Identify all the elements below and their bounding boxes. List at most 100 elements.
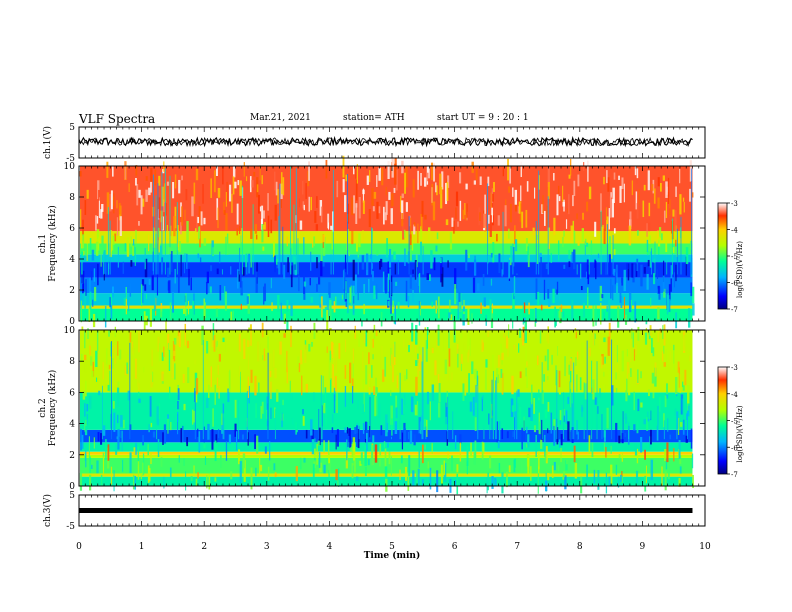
heatmap-streak bbox=[274, 409, 276, 440]
heatmap-cell bbox=[637, 326, 640, 341]
heatmap-cell bbox=[553, 172, 555, 181]
heatmap-cell bbox=[378, 403, 381, 419]
heatmap-cell bbox=[648, 202, 651, 217]
heatmap-cell bbox=[667, 418, 669, 432]
heatmap-cell bbox=[217, 344, 220, 352]
heatmap-cell bbox=[281, 172, 283, 195]
heatmap-cell bbox=[621, 277, 624, 286]
heatmap-cell bbox=[407, 472, 410, 491]
heatmap-cell bbox=[133, 447, 136, 458]
heatmap-streak bbox=[611, 339, 613, 440]
heatmap-cell bbox=[170, 421, 172, 431]
heatmap-cell bbox=[673, 350, 675, 371]
heatmap-cell bbox=[384, 275, 386, 291]
heatmap-cell bbox=[558, 311, 560, 318]
chart-title: VLF Spectra bbox=[79, 112, 156, 126]
heatmap-cell bbox=[619, 282, 622, 303]
heatmap-cell bbox=[223, 210, 226, 215]
heatmap-cell bbox=[345, 281, 347, 300]
heatmap-cell bbox=[624, 413, 627, 420]
heatmap-cell bbox=[186, 439, 188, 445]
heatmap-cell bbox=[692, 474, 694, 489]
heatmap-cell bbox=[646, 239, 649, 252]
heatmap-streak bbox=[391, 436, 393, 440]
heatmap-cell bbox=[682, 419, 685, 435]
heatmap-cell bbox=[651, 372, 655, 384]
heatmap-cell bbox=[394, 341, 396, 358]
heatmap-cell bbox=[344, 427, 347, 433]
heatmap-cell bbox=[572, 195, 574, 207]
heatmap-cell bbox=[86, 189, 89, 199]
heatmap-cell bbox=[240, 235, 242, 252]
y-axis-label: Frequency (kHz) bbox=[47, 370, 58, 447]
heatmap-cell bbox=[142, 453, 145, 475]
heatmap-streak bbox=[492, 370, 494, 440]
heatmap-cell bbox=[170, 225, 172, 237]
heatmap-cell bbox=[603, 384, 606, 393]
y-tick-label: 0 bbox=[69, 482, 75, 492]
heatmap-cell bbox=[167, 333, 170, 349]
heatmap-cell bbox=[267, 215, 270, 238]
heatmap-cell bbox=[635, 470, 639, 484]
heatmap-cell bbox=[648, 410, 651, 419]
heatmap-cell bbox=[522, 304, 524, 325]
heatmap-cell bbox=[611, 243, 613, 259]
heatmap-cell bbox=[363, 303, 365, 315]
heatmap-cell bbox=[647, 389, 650, 397]
heatmap-cell bbox=[588, 435, 591, 454]
heatmap-cell bbox=[134, 247, 136, 266]
heatmap-cell bbox=[117, 429, 120, 450]
heatmap-cell bbox=[403, 375, 407, 381]
heatmap-cell bbox=[417, 468, 420, 486]
heatmap-cell bbox=[305, 383, 309, 393]
heatmap-cell bbox=[174, 268, 176, 284]
heatmap-cell bbox=[129, 452, 132, 474]
heatmap-streak bbox=[628, 422, 630, 440]
heatmap-cell bbox=[501, 352, 504, 361]
heatmap-cell bbox=[626, 362, 630, 381]
heatmap-cell bbox=[106, 238, 108, 255]
heatmap-cell bbox=[316, 283, 318, 292]
heatmap-cell bbox=[335, 356, 337, 374]
heatmap-cell bbox=[608, 299, 611, 321]
heatmap-cell bbox=[342, 155, 345, 178]
heatmap-cell bbox=[125, 299, 127, 315]
heatmap-cell bbox=[528, 302, 530, 315]
heatmap-cell bbox=[534, 187, 536, 199]
heatmap-cell bbox=[86, 239, 88, 261]
heatmap-cell bbox=[130, 260, 133, 267]
heatmap-streak bbox=[680, 216, 682, 275]
heatmap-cell bbox=[191, 196, 194, 217]
heatmap-cell bbox=[267, 336, 269, 354]
heatmap-cell bbox=[372, 354, 374, 360]
heatmap-cell bbox=[613, 228, 616, 234]
heatmap-cell bbox=[563, 415, 565, 422]
heatmap-cell bbox=[163, 199, 165, 213]
heatmap-cell bbox=[496, 421, 499, 443]
heatmap-cell bbox=[272, 241, 275, 258]
heatmap-cell bbox=[154, 169, 157, 186]
heatmap-cell bbox=[646, 273, 649, 290]
heatmap-cell bbox=[460, 329, 463, 339]
heatmap-cell bbox=[447, 175, 450, 188]
heatmap-cell bbox=[421, 444, 424, 464]
heatmap-cell bbox=[221, 424, 224, 434]
heatmap-cell bbox=[460, 361, 463, 372]
heatmap-cell bbox=[156, 274, 159, 296]
heatmap-cell bbox=[106, 161, 109, 178]
heatmap-cell bbox=[103, 273, 105, 281]
heatmap-cell bbox=[570, 358, 572, 371]
heatmap-cell bbox=[90, 356, 93, 366]
heatmap-cell bbox=[351, 231, 354, 245]
heatmap-cell bbox=[603, 430, 606, 442]
heatmap-cell bbox=[250, 228, 253, 239]
heatmap-streak bbox=[496, 377, 498, 440]
heatmap-streak bbox=[538, 170, 540, 275]
heatmap-cell bbox=[449, 232, 453, 250]
heatmap-cell bbox=[660, 182, 662, 192]
heatmap-cell bbox=[254, 224, 258, 234]
heatmap-cell bbox=[374, 444, 378, 463]
heatmap-cell bbox=[462, 383, 465, 402]
heatmap-cell bbox=[637, 230, 639, 236]
heatmap-cell bbox=[419, 355, 422, 371]
